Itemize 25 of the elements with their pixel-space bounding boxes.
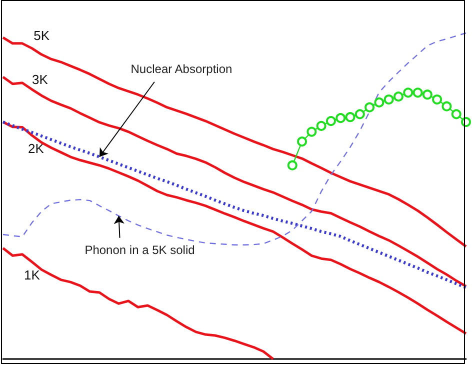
point bbox=[374, 97, 384, 108]
series-label: 1K bbox=[24, 267, 40, 282]
point bbox=[297, 136, 308, 147]
point bbox=[461, 117, 471, 127]
point bbox=[442, 101, 452, 112]
annotation: Nuclear Absorption bbox=[130, 62, 232, 76]
point bbox=[306, 126, 317, 137]
series-label: 5K bbox=[34, 28, 50, 44]
point bbox=[336, 113, 346, 124]
point bbox=[287, 160, 298, 170]
point bbox=[403, 88, 414, 98]
series-label: 2K bbox=[28, 140, 44, 156]
point bbox=[432, 94, 442, 104]
point bbox=[422, 90, 432, 100]
point bbox=[316, 120, 326, 131]
annotation: Phonon in a 5K solid bbox=[84, 242, 195, 257]
point bbox=[393, 92, 404, 102]
point bbox=[412, 88, 423, 98]
point bbox=[326, 116, 336, 126]
point bbox=[345, 112, 356, 122]
point bbox=[384, 94, 394, 104]
point bbox=[364, 102, 375, 112]
point bbox=[451, 109, 462, 120]
point bbox=[354, 109, 365, 120]
series-label: 3K bbox=[32, 72, 48, 87]
